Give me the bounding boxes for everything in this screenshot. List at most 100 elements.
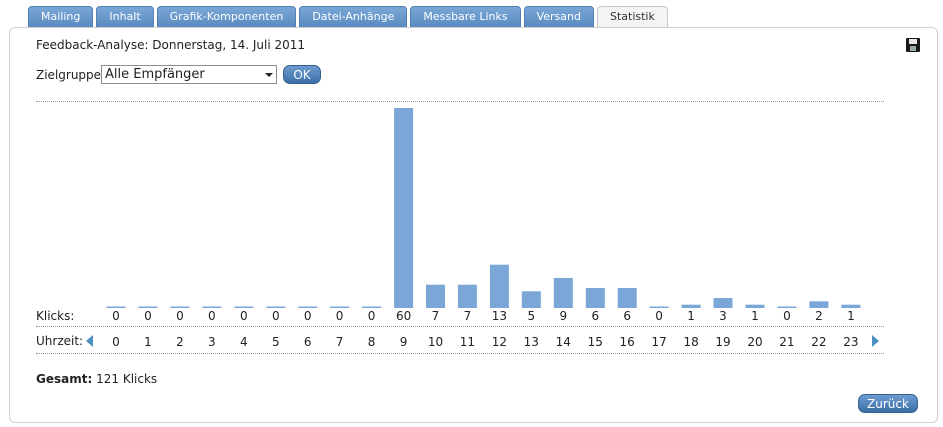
clicks-value-23: 1 [847,309,855,323]
total-summary: Gesamt: 121 Klicks [36,372,157,386]
bar-hour-18 [681,304,701,308]
clicks-value-17: 0 [655,309,663,323]
bar-hour-12 [489,264,509,308]
tab-mailing[interactable]: Mailing [28,6,94,27]
clicks-value-2: 0 [176,309,184,323]
hour-label-12: 12 [492,335,507,349]
clicks-row-label: Klicks: [36,309,75,323]
divider [36,101,884,102]
hour-label-16: 16 [620,335,635,349]
hour-label-19: 19 [715,335,730,349]
bar-hour-22 [809,301,829,308]
clicks-value-14: 9 [559,309,567,323]
clicks-value-15: 6 [591,309,599,323]
hour-label-20: 20 [747,335,762,349]
page-title: Feedback-Analyse: Donnerstag, 14. Juli 2… [36,38,306,52]
hour-label-11: 11 [460,335,475,349]
zielgruppe-label: Zielgruppe: [36,68,106,82]
bar-hour-0 [106,306,126,308]
bar-hour-4 [234,306,254,308]
total-value: 121 Klicks [96,372,158,386]
hour-label-15: 15 [588,335,603,349]
clicks-value-11: 7 [464,309,472,323]
bar-hour-16 [617,288,637,308]
clicks-value-5: 0 [272,309,280,323]
zielgruppe-selected-value: Alle Empfänger [105,67,205,82]
bar-hour-2 [170,306,190,308]
tab-bar: Mailing Inhalt Grafik-Komponenten Datei-… [28,6,668,29]
clicks-value-9: 60 [396,309,411,323]
hour-label-10: 10 [428,335,443,349]
bar-hour-14 [553,278,573,308]
clicks-value-8: 0 [368,309,376,323]
clicks-value-18: 1 [687,309,695,323]
hour-label-21: 21 [779,335,794,349]
bar-hour-13 [521,291,541,308]
bar-hour-1 [138,306,158,308]
tab-inhalt[interactable]: Inhalt [96,6,154,27]
clicks-value-12: 13 [492,309,507,323]
next-arrow-icon[interactable] [872,335,879,347]
bar-hour-23 [841,304,861,308]
save-icon[interactable] [906,38,920,52]
content-panel [9,27,938,423]
tab-versand[interactable]: Versand [523,6,594,27]
hour-label-23: 23 [843,335,858,349]
divider [36,353,884,354]
clicks-value-10: 7 [432,309,440,323]
hour-label-13: 13 [524,335,539,349]
clicks-value-16: 6 [623,309,631,323]
bar-hour-11 [457,284,477,308]
hour-label-5: 5 [272,335,280,349]
total-label: Gesamt: [36,372,93,386]
clicks-bar-chart: 0001020304050607086097107111312513914615… [106,108,861,349]
bar-hour-15 [585,288,605,308]
previous-arrow-icon[interactable] [86,335,93,347]
time-row-label: Uhrzeit: [36,334,84,348]
tab-messbare-links[interactable]: Messbare Links [410,6,521,27]
bar-hour-17 [649,306,669,308]
hour-label-1: 1 [144,335,152,349]
back-button[interactable]: Zurück [858,394,918,413]
clicks-value-7: 0 [336,309,344,323]
hour-label-17: 17 [651,335,666,349]
bar-hour-3 [202,306,222,308]
ok-button[interactable]: OK [283,65,321,84]
clicks-value-1: 0 [144,309,152,323]
divider [36,326,884,327]
hour-label-0: 0 [112,335,120,349]
hour-label-8: 8 [368,335,376,349]
tab-statistik[interactable]: Statistik [596,6,668,29]
zielgruppe-select[interactable]: Alle Empfänger [101,65,277,84]
bar-hour-10 [426,284,445,308]
tab-datei-anhaenge[interactable]: Datei-Anhänge [299,6,408,27]
bar-hour-5 [266,306,286,308]
bar-hour-19 [713,298,733,308]
hour-label-22: 22 [811,335,826,349]
hour-label-3: 3 [208,335,216,349]
clicks-value-0: 0 [112,309,120,323]
hour-label-7: 7 [336,335,344,349]
hour-label-4: 4 [240,335,248,349]
clicks-value-3: 0 [208,309,216,323]
clicks-value-21: 0 [783,309,791,323]
clicks-value-19: 3 [719,309,727,323]
clicks-value-22: 2 [815,309,823,323]
clicks-value-6: 0 [304,309,312,323]
bar-hour-7 [330,306,350,308]
clicks-value-4: 0 [240,309,248,323]
bar-hour-6 [298,306,318,308]
tab-grafik-komponenten[interactable]: Grafik-Komponenten [156,6,297,27]
hour-label-9: 9 [400,335,408,349]
clicks-value-13: 5 [527,309,535,323]
bar-hour-21 [777,306,797,308]
clicks-value-20: 1 [751,309,759,323]
hour-label-2: 2 [176,335,184,349]
bar-hour-20 [745,304,765,308]
bar-hour-9 [394,108,414,308]
bar-hour-8 [362,306,382,308]
hour-label-6: 6 [304,335,312,349]
hour-label-18: 18 [683,335,698,349]
chevron-down-icon [265,73,273,77]
hour-label-14: 14 [556,335,571,349]
